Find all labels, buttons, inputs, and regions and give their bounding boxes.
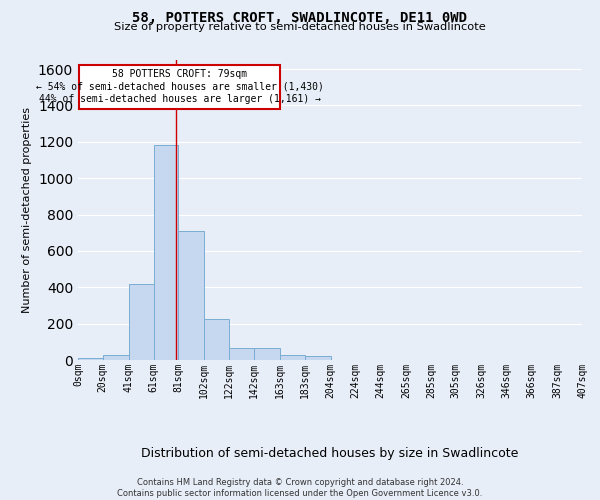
Text: 58, POTTERS CROFT, SWADLINCOTE, DE11 0WD: 58, POTTERS CROFT, SWADLINCOTE, DE11 0WD <box>133 11 467 25</box>
Text: Size of property relative to semi-detached houses in Swadlincote: Size of property relative to semi-detach… <box>114 22 486 32</box>
Text: ← 54% of semi-detached houses are smaller (1,430): ← 54% of semi-detached houses are smalle… <box>35 81 323 91</box>
Bar <box>229 348 254 360</box>
Bar <box>129 284 154 360</box>
Text: Contains HM Land Registry data © Crown copyright and database right 2024.
Contai: Contains HM Land Registry data © Crown c… <box>118 478 482 498</box>
Y-axis label: Number of semi-detached properties: Number of semi-detached properties <box>22 107 32 313</box>
Bar <box>305 356 331 360</box>
Bar <box>79 66 280 109</box>
Bar <box>78 358 103 360</box>
Text: 44% of semi-detached houses are larger (1,161) →: 44% of semi-detached houses are larger (… <box>38 94 320 104</box>
Bar <box>178 231 205 360</box>
Text: 58 POTTERS CROFT: 79sqm: 58 POTTERS CROFT: 79sqm <box>112 68 247 78</box>
Bar <box>103 354 129 360</box>
Bar <box>154 146 178 360</box>
Bar <box>280 354 305 360</box>
Bar <box>205 319 229 360</box>
Bar <box>254 348 280 360</box>
X-axis label: Distribution of semi-detached houses by size in Swadlincote: Distribution of semi-detached houses by … <box>142 446 518 460</box>
